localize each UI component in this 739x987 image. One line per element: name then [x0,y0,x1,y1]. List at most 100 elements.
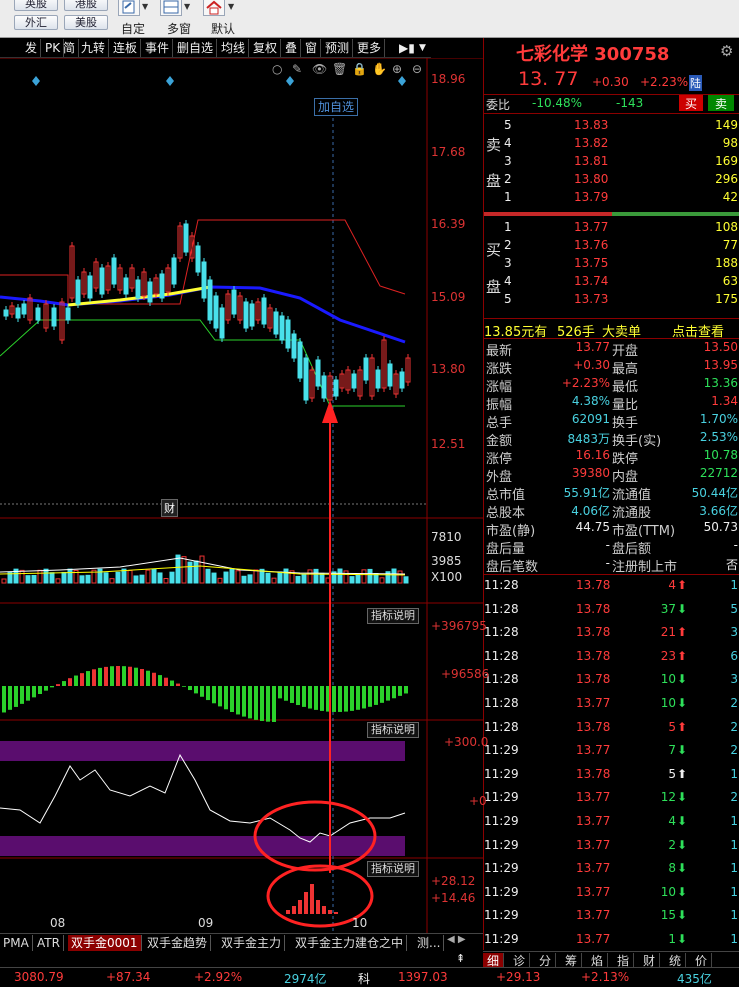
detail-tab[interactable]: 细 [483,953,505,969]
toolbar-icon: ✎ [292,62,302,76]
candle [297,341,303,379]
price-tick: 16.39 [431,217,466,231]
indicator-tab[interactable]: 双手金主力 [218,935,286,951]
tick-price: 13.77 [576,908,611,923]
order-price[interactable]: 13.74 [574,274,609,288]
order-volume: 108 [715,220,738,234]
candle [171,257,177,285]
tick-price: 13.77 [576,861,611,876]
gear-icon[interactable]: ⚙ [720,42,734,60]
chart-tool-10[interactable]: 窗 [302,39,322,57]
buy-side-label: 买 [486,241,502,259]
indicator-tab[interactable]: 双手金趋势 [144,935,212,951]
custom-layout-icon[interactable] [118,0,140,16]
indicator-bar [188,686,192,691]
stat-label: 总手 [486,416,513,431]
indicator-help-button[interactable]: 指标说明 [367,722,419,738]
indicator-tab[interactable]: 双手金0001 [68,935,142,951]
order-price[interactable]: 13.81 [574,154,609,168]
uk-stock-button[interactable]: 英股 [14,0,58,11]
stat-value: 8483万 [567,432,610,446]
order-price[interactable]: 13.77 [574,220,609,234]
detail-tab[interactable]: 财 [639,953,661,969]
indicator-tab[interactable]: 双手金主力建仓之中 [292,935,408,951]
tab-scroll[interactable]: ◀ ▶ [447,934,466,945]
tick-count: 1 [730,578,738,592]
indicator-tab[interactable]: ATR [34,935,64,951]
indicator-help-button[interactable]: 指标说明 [367,608,419,624]
order-price[interactable]: 13.83 [574,118,609,132]
order-price[interactable]: 13.73 [574,292,609,306]
index2-change: +29.13 [496,970,541,984]
tick-count: 2 [730,790,738,805]
volume-tick: 3985 [431,554,462,568]
chart-tool-6[interactable]: 删自选 [174,39,218,57]
multi-window-icon[interactable] [160,0,182,16]
chevron-down-icon[interactable]: ▼ [419,43,426,53]
chevron-down-icon[interactable]: ▼ [228,2,235,11]
chart-tool-3[interactable]: 九转 [78,39,110,57]
tick-count: 1 [730,766,738,781]
candle [339,373,345,389]
annotation-arrowhead [322,400,338,423]
scroll-top-icon[interactable]: ⇞ [456,952,466,965]
chart-tool-4[interactable]: 连板 [110,39,142,57]
sell-button[interactable]: 卖 [708,95,734,111]
chart-tool-7[interactable]: 均线 [218,39,250,57]
chart-tool-11[interactable]: 预测 [322,39,354,57]
indicator-bar [320,686,324,711]
volume-bar [1,578,7,584]
forex-button[interactable]: 外汇 [14,15,58,30]
volume-bar [397,570,403,584]
detail-tab[interactable]: 指 [613,953,635,969]
detail-tab[interactable]: 筹 [561,953,583,969]
detail-tab[interactable]: 分 [535,953,557,969]
volume-bar [49,572,55,584]
order-price[interactable]: 13.79 [574,190,609,204]
finance-marker[interactable]: 财 [161,499,178,517]
indicator-tab[interactable]: PMA [0,935,33,951]
volume-bar [181,556,187,584]
order-price[interactable]: 13.76 [574,238,609,252]
chevron-down-icon[interactable]: ▼ [184,2,191,11]
candle [237,295,243,321]
volume-bar [361,569,367,584]
volume-bar [331,571,337,584]
us-stock-button[interactable]: 美股 [64,15,108,30]
volume-bar [253,569,259,584]
detail-tab[interactable]: 价 [691,953,713,969]
volume-bar [85,574,91,584]
big-order-view-link[interactable]: 点击查看 [672,325,725,340]
indicator-help-button[interactable]: 指标说明 [367,861,419,877]
indicator-bar [8,686,12,710]
chart-toolbar: 发 PK 简九转 连板 事件 删自选 均线 复权叠窗预测 更多 ▶▮ ▼ [0,38,431,58]
chart-tool-1[interactable]: PK [42,39,65,57]
detail-tab[interactable]: 诊 [509,953,531,969]
indicator-bar [92,669,96,686]
volume-bar [337,568,343,584]
chart-tool-9[interactable]: 叠 [282,39,302,57]
hk-stock-button[interactable]: 港股 [64,0,108,11]
toolbar-icon: ○ [272,62,282,76]
panel-toggle-icon[interactable]: ▶▮ [399,41,415,55]
chart-tool-5[interactable]: 事件 [142,39,174,57]
order-price[interactable]: 13.82 [574,136,609,150]
buy-button[interactable]: 买 [679,95,703,111]
order-level: 1 [504,220,512,234]
detail-tab[interactable]: 统 [665,953,687,969]
candle [59,301,65,341]
add-favorite-button[interactable]: 加自选 [314,98,359,116]
home-icon[interactable] [203,0,225,16]
chart-tool-8[interactable]: 复权 [250,39,282,57]
indicator-bar [68,678,72,686]
order-price[interactable]: 13.75 [574,256,609,270]
arrow-down-icon: ⬇ [677,932,688,946]
chart-tool-2[interactable]: 简 [60,39,80,57]
order-price[interactable]: 13.80 [574,172,609,186]
detail-tab[interactable]: 焰 [587,953,609,969]
chart-tool-0[interactable]: 发 [22,39,42,57]
volume-bar [157,572,163,584]
chevron-down-icon[interactable]: ▼ [142,2,149,11]
chart-tool-12[interactable]: 更多 [354,39,386,57]
indicator-tab[interactable]: 测... [414,935,445,951]
